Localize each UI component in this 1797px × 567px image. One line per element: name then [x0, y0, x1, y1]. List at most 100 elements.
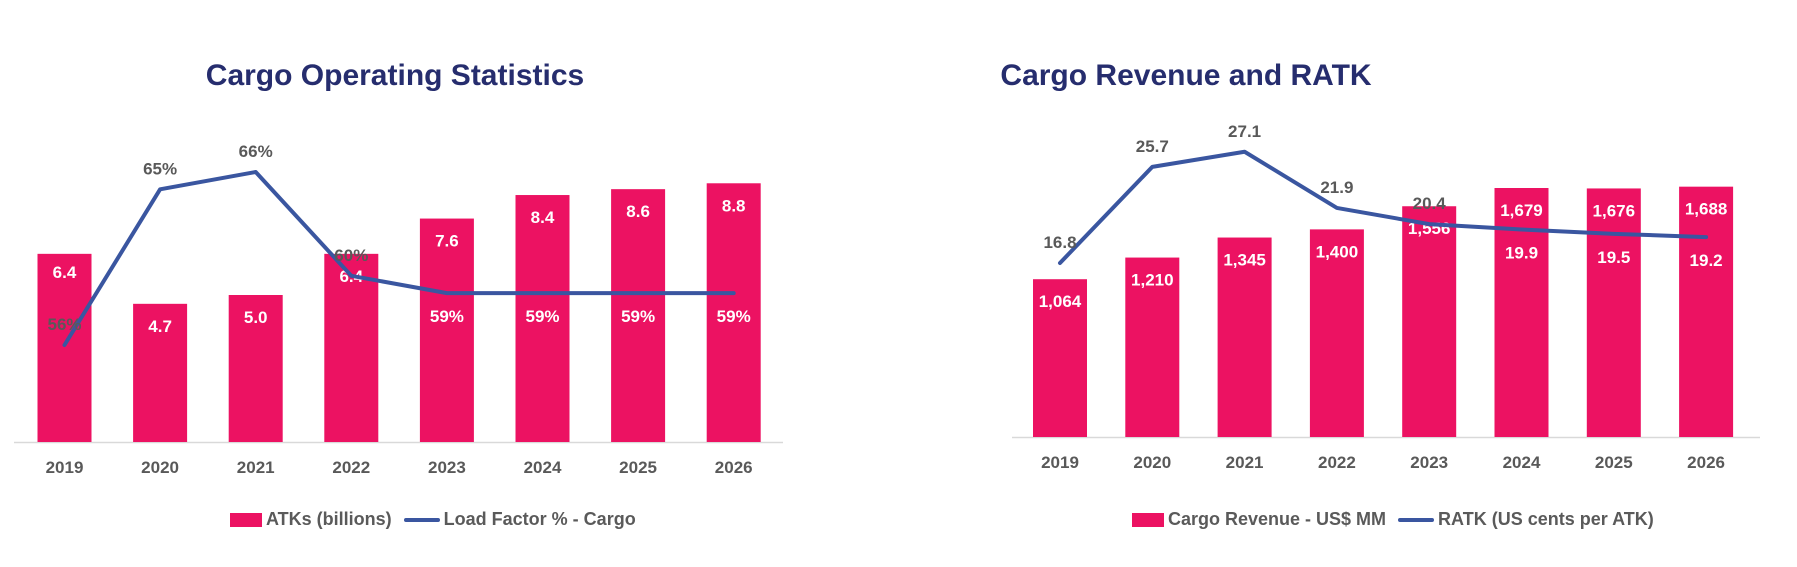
- x-tick-label: 2020: [141, 458, 179, 477]
- x-tick-label: 2025: [1595, 453, 1633, 472]
- bar-2023: [1402, 206, 1457, 437]
- bar-2021: [1217, 237, 1272, 437]
- chart-legend: Cargo Revenue - US$ MM RATK (US cents pe…: [1132, 509, 1654, 530]
- bar-2020: [1125, 257, 1180, 437]
- line-value-label: 19.5: [1597, 248, 1630, 267]
- legend-line-swatch: [1398, 517, 1435, 522]
- line-point: [64, 344, 65, 346]
- bar-value-label: 4.7: [148, 317, 172, 336]
- line-point: [159, 188, 161, 190]
- bar-value-label: 8.4: [531, 208, 555, 227]
- chart-title: Cargo Operating Statistics: [205, 59, 585, 92]
- legend-item-line: Load Factor % - Cargo: [403, 509, 636, 530]
- line-point: [255, 171, 257, 173]
- bar-value-label: 1,064: [1039, 292, 1082, 311]
- line-point: [1613, 233, 1615, 235]
- line-point: [1151, 166, 1153, 168]
- bar-value-label: 1,210: [1131, 271, 1174, 290]
- line-point: [1059, 262, 1061, 264]
- line-point: [350, 275, 352, 277]
- bar-value-label: 7.6: [435, 232, 459, 251]
- line-point: [1336, 207, 1338, 209]
- legend-line-label: Load Factor % - Cargo: [443, 509, 636, 529]
- x-tick-label: 2019: [46, 458, 84, 477]
- bar-2020: [133, 303, 188, 442]
- x-tick-label: 2022: [332, 458, 370, 477]
- bar-2019: [37, 253, 92, 442]
- line-point: [1428, 223, 1430, 225]
- line-value-label: 19.2: [1690, 251, 1723, 270]
- chart-title: Cargo Revenue and RATK: [1000, 59, 1372, 92]
- bar-2021: [228, 295, 283, 442]
- line-series: [62, 170, 736, 347]
- cargo-revenue-ratk-chart: 1,06420191,21020201,34520211,40020221,55…: [1012, 122, 1760, 472]
- bar-2024: [1494, 188, 1549, 437]
- x-tick-label: 2021: [1226, 453, 1264, 472]
- bar-value-label: 6.4: [53, 263, 77, 282]
- line-point: [1705, 236, 1707, 238]
- x-tick-label: 2026: [1687, 453, 1725, 472]
- legend-item-bar: Cargo Revenue - US$ MM: [1132, 509, 1386, 530]
- line-value-label: 59%: [621, 307, 655, 326]
- line-series: [1058, 149, 1709, 265]
- chart-legend: ATKs (billions) Load Factor % - Cargo: [230, 509, 636, 530]
- line-value-label: 65%: [143, 159, 177, 178]
- line-point: [1244, 151, 1246, 153]
- bar-value-label: 1,676: [1593, 201, 1636, 220]
- legend-line-swatch: [403, 517, 440, 522]
- x-tick-label: 2024: [1503, 453, 1541, 472]
- line-point: [733, 292, 735, 294]
- bar-2023: [419, 218, 474, 442]
- bar-2022: [324, 253, 379, 442]
- legend-line-label: RATK (US cents per ATK): [1438, 509, 1654, 529]
- legend-item-line: RATK (US cents per ATK): [1398, 509, 1654, 530]
- bar-value-label: 8.8: [722, 196, 746, 215]
- line-point: [446, 292, 448, 294]
- bar-value-label: 1,400: [1316, 242, 1359, 261]
- x-tick-label: 2022: [1318, 453, 1356, 472]
- bar-value-label: 1,345: [1223, 251, 1266, 270]
- line-value-label: 25.7: [1136, 137, 1169, 156]
- line-value-label: 20.4: [1413, 194, 1447, 213]
- legend-bar-swatch: [1132, 512, 1164, 527]
- x-tick-label: 2020: [1133, 453, 1171, 472]
- line-value-label: 66%: [239, 142, 273, 161]
- line-point: [637, 292, 639, 294]
- x-tick-label: 2021: [237, 458, 275, 477]
- x-tick-label: 2019: [1041, 453, 1079, 472]
- bar-2025: [1586, 188, 1641, 437]
- bar-2026: [1679, 186, 1734, 437]
- bar-value-label: 1,679: [1500, 201, 1543, 220]
- legend-bar-swatch: [230, 512, 262, 527]
- x-tick-label: 2024: [524, 458, 562, 477]
- bar-2026: [706, 183, 761, 442]
- legend-item-bar: ATKs (billions): [230, 509, 392, 530]
- x-tick-label: 2023: [428, 458, 466, 477]
- cargo-operating-statistics-panel: 6.4 2019 4.7 2020 5.0 2021 6.4 2022 7.6 2023 8.4 20…: [14, 59, 783, 530]
- legend-bar-label: ATKs (billions): [266, 509, 392, 529]
- x-tick-label: 2025: [619, 458, 657, 477]
- bar-value-label: 1,688: [1685, 200, 1728, 219]
- x-tick-label: 2023: [1410, 453, 1448, 472]
- line-value-label: 27.1: [1228, 122, 1261, 141]
- line-value-label: 59%: [717, 307, 751, 326]
- line-point: [1521, 229, 1522, 231]
- line-value-label: 59%: [430, 307, 464, 326]
- line-value-label: 19.9: [1505, 244, 1538, 263]
- cargo-revenue-ratk-panel: 1,064 2019 1,210 2020 1,345 2021 1,400 2022 1,55…: [900, 0, 1797, 567]
- bar-2025: [611, 189, 666, 442]
- line-value-label: 60%: [334, 246, 368, 265]
- cargo-operating-statistics-chart: 6.420194.720205.020216.420227.620238.420…: [14, 142, 783, 477]
- bar-2024: [515, 195, 570, 442]
- x-tick-label: 2026: [715, 458, 753, 477]
- legend-bar-label: Cargo Revenue - US$ MM: [1168, 509, 1387, 529]
- line-value-label: 56%: [47, 315, 81, 334]
- bar-2022: [1309, 229, 1364, 437]
- bar-value-label: 8.6: [626, 202, 650, 221]
- bar-2019: [1033, 279, 1087, 437]
- line-value-label: 59%: [525, 307, 559, 326]
- line-value-label: 21.9: [1320, 178, 1353, 197]
- line-value-label: 16.8: [1043, 233, 1076, 252]
- line-point: [542, 292, 543, 294]
- bar-value-label: 5.0: [244, 308, 268, 327]
